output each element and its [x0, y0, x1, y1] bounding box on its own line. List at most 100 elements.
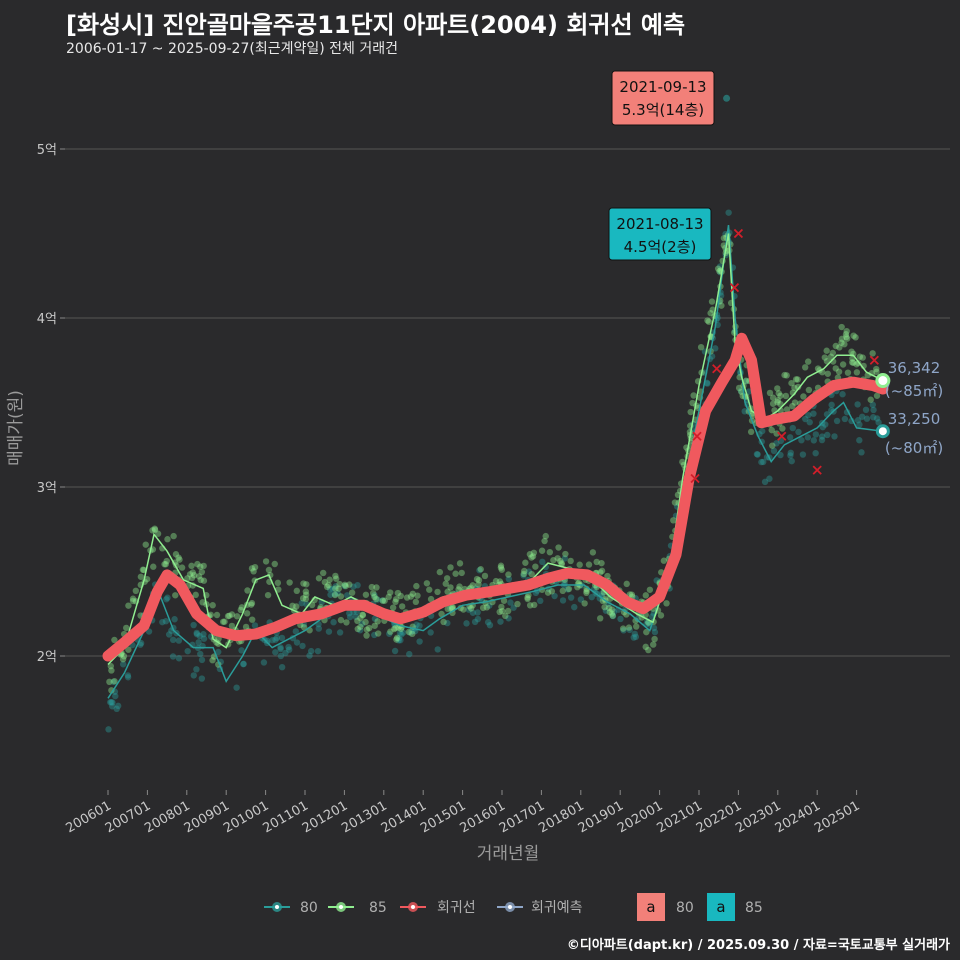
- scatter-point: [551, 592, 558, 600]
- scatter-point: [392, 624, 399, 632]
- scatter-point: [197, 563, 204, 570]
- scatter-point: [791, 399, 799, 406]
- scatter-point: [818, 436, 826, 444]
- scatter-point: [143, 575, 151, 583]
- scatter-point: [697, 343, 705, 351]
- scatter-point: [385, 593, 392, 601]
- scatter-point: [346, 609, 353, 617]
- scatter-point: [163, 596, 170, 603]
- scatter-point: [873, 392, 881, 399]
- legend-swatch-center: [339, 905, 343, 909]
- scatter-point: [774, 385, 781, 392]
- scatter-point: [434, 646, 441, 653]
- scatter-point: [374, 596, 381, 603]
- scatter-point: [769, 394, 777, 401]
- scatter-point: [151, 526, 159, 534]
- scatter-point: [189, 641, 196, 649]
- scatter-point: [215, 648, 222, 656]
- scatter-point: [129, 595, 137, 602]
- scatter-point: [646, 586, 654, 593]
- scatter-point: [735, 384, 743, 392]
- annotation-date: 2021-08-13: [616, 215, 703, 233]
- scatter-point: [395, 637, 402, 644]
- scatter-point: [452, 570, 459, 577]
- scatter-point: [365, 624, 373, 632]
- scatter-point: [189, 569, 196, 576]
- legend-annotation-glyph: a: [716, 898, 725, 916]
- scatter-point: [243, 610, 251, 617]
- legend-annotation-glyph: a: [646, 898, 655, 916]
- scatter-point: [162, 618, 170, 625]
- end-point-80: [875, 424, 890, 439]
- scatter-point: [810, 410, 817, 417]
- scatter-point: [782, 392, 790, 400]
- scatter-point: [781, 371, 788, 379]
- scatter-point: [238, 604, 246, 611]
- scatter-point: [619, 625, 627, 632]
- gridlines: [65, 148, 950, 657]
- scatter-point: [558, 559, 565, 567]
- scatter-point: [504, 607, 512, 615]
- scatter-point: [448, 604, 456, 611]
- scatter-point: [142, 541, 149, 548]
- scatter-point: [471, 618, 479, 626]
- scatter-point: [606, 608, 614, 616]
- regression-cross-marker: [869, 355, 879, 365]
- scatter-point: [827, 353, 835, 360]
- scatter-point: [423, 580, 431, 587]
- scatter-point: [496, 578, 504, 585]
- scatter-point: [119, 656, 127, 663]
- scatter-point: [330, 619, 337, 626]
- scatter-point: [373, 595, 380, 603]
- scatter-point: [783, 372, 790, 379]
- scatter-point: [854, 417, 862, 424]
- scatter-point: [608, 610, 616, 617]
- scatter-point: [393, 634, 401, 642]
- scatter-point: [787, 452, 794, 459]
- scatter-point: [843, 333, 850, 341]
- scatter-point: [561, 555, 569, 562]
- y-tick-label: 4억: [37, 312, 57, 327]
- scatter-point: [198, 568, 206, 576]
- scatter-point: [175, 554, 182, 561]
- scatter-point: [293, 639, 301, 646]
- scatter-point: [343, 619, 350, 626]
- scatter-point: [804, 434, 812, 441]
- scatter-point: [405, 628, 413, 636]
- scatter-point: [438, 610, 445, 618]
- scatter-point: [498, 603, 505, 611]
- scatter-point: [589, 549, 597, 556]
- scatter-point: [150, 563, 157, 570]
- scatter-point: [839, 391, 846, 398]
- scatter-point: [526, 602, 534, 609]
- scatter-point: [282, 649, 289, 657]
- scatter-point: [623, 580, 630, 588]
- scatter-point: [346, 581, 353, 588]
- scatter-point: [113, 705, 120, 713]
- scatter-point: [538, 547, 546, 554]
- scatter-point: [812, 449, 819, 457]
- scatter-point: [267, 571, 274, 579]
- scatter-point: [389, 604, 397, 611]
- scatter-point: [620, 627, 627, 634]
- scatter-point: [474, 609, 481, 616]
- legend-annotation-swatch: [637, 893, 665, 921]
- scatter-point: [427, 629, 434, 636]
- scatter-point: [374, 630, 382, 637]
- y-tick-label: 2억: [37, 650, 57, 665]
- scatter-point: [476, 567, 483, 574]
- scatter-point: [576, 561, 583, 568]
- annotation-price: 4.5억(2층): [624, 238, 697, 256]
- scatter-point: [409, 630, 416, 638]
- scatter-point: [567, 594, 575, 601]
- scatter-point: [342, 582, 349, 590]
- scatter-point: [824, 370, 832, 377]
- scatter-point: [610, 608, 618, 616]
- scatter-point: [412, 598, 420, 606]
- scatter-point: [108, 698, 115, 706]
- scatter-point: [228, 611, 236, 618]
- scatter-point: [873, 365, 880, 373]
- scatter-point: [325, 581, 332, 589]
- scatter-point: [272, 649, 279, 656]
- scatter-point: [832, 365, 839, 372]
